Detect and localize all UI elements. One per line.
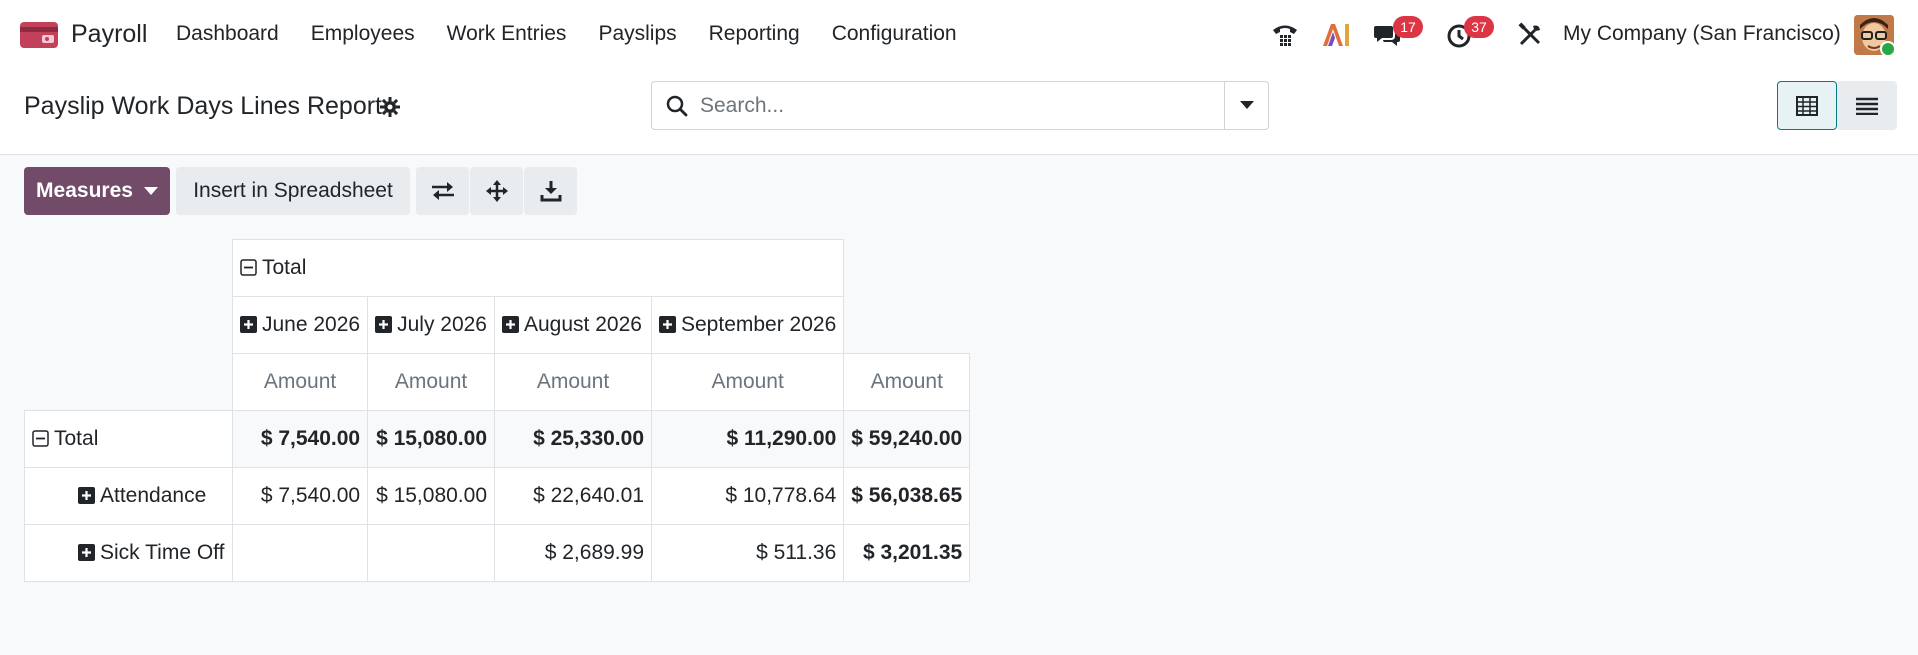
pivot-cell-row-total[interactable]: $ 56,038.65 (843, 467, 971, 525)
top-navbar: Payroll Dashboard Employees Work Entries… (0, 0, 1918, 70)
pivot-corner (25, 240, 233, 297)
pivot-col-header-august[interactable]: August 2026 (494, 296, 652, 354)
month-label: July 2026 (397, 313, 487, 336)
insert-in-spreadsheet-button[interactable]: Insert in Spreadsheet (176, 167, 410, 215)
user-avatar[interactable] (1854, 15, 1894, 55)
menu-employees[interactable]: Employees (310, 22, 415, 45)
caret-down-icon (1239, 101, 1254, 109)
pivot-col-total-label: Total (262, 256, 307, 279)
pivot-cell[interactable]: $ 15,080.00 (367, 467, 495, 525)
menu-reporting[interactable]: Reporting (708, 22, 800, 45)
pivot-cell[interactable] (367, 524, 495, 582)
list-view-button[interactable] (1837, 81, 1897, 130)
page-title: Payslip Work Days Lines Report (24, 92, 383, 120)
pivot-cell-row-total[interactable]: $ 3,201.35 (843, 524, 971, 582)
row-label: Attendance (100, 484, 207, 507)
pivot-col-total-header[interactable]: Total (231, 239, 845, 297)
pivot-corner (25, 297, 233, 354)
pivot-cell[interactable]: $ 2,689.99 (494, 524, 652, 582)
table-row: Attendance $ 7,540.00 $ 15,080.00 $ 22,6… (24, 467, 971, 525)
pivot-col-header-june[interactable]: June 2026 (231, 296, 369, 354)
expand-all-button[interactable] (470, 167, 523, 215)
search-bar (651, 81, 1269, 130)
row-label: Total (54, 427, 99, 450)
row-label: Sick Time Off (100, 541, 225, 564)
pivot-cell-grand-total[interactable]: $ 59,240.00 (843, 410, 971, 468)
list-icon (1856, 97, 1878, 115)
pivot-cell[interactable]: $ 7,540.00 (231, 467, 369, 525)
month-label: September 2026 (681, 313, 837, 336)
collapse-icon (240, 259, 257, 276)
expand-icon (375, 316, 393, 333)
expand-icon (240, 316, 257, 333)
flip-axis-button[interactable] (416, 167, 469, 215)
download-button[interactable] (524, 167, 577, 215)
main-menu: Dashboard Employees Work Entries Payslip… (176, 22, 989, 46)
search-icon (666, 95, 688, 117)
company-switcher[interactable]: My Company (San Francisco) (1563, 22, 1841, 45)
measures-label: Measures (36, 179, 133, 202)
measure-header[interactable]: Amount (231, 353, 369, 411)
expand-icon (78, 544, 95, 561)
measure-header[interactable]: Amount (843, 353, 971, 411)
pivot-spacer (844, 240, 970, 297)
pivot-table: Total June 2026 July 2026 August 2026 Se… (24, 239, 971, 582)
search-input[interactable] (700, 90, 1200, 122)
pivot-cell[interactable]: $ 15,080.00 (367, 410, 495, 468)
pivot-cell[interactable]: $ 25,330.00 (494, 410, 652, 468)
pivot-cell[interactable]: $ 511.36 (650, 524, 845, 582)
caret-down-icon (143, 187, 158, 195)
pivot-spacer (844, 297, 970, 354)
pivot-col-header-september[interactable]: September 2026 (650, 296, 845, 354)
month-label: June 2026 (262, 313, 361, 336)
menu-work-entries[interactable]: Work Entries (446, 22, 567, 45)
menu-payslips[interactable]: Payslips (598, 22, 677, 45)
exchange-icon (431, 182, 454, 200)
search-options-toggle[interactable] (1224, 82, 1268, 129)
pivot-cell[interactable] (231, 524, 369, 582)
collapse-icon (32, 430, 49, 447)
expand-icon (659, 316, 676, 333)
pivot-cell[interactable]: $ 22,640.01 (494, 467, 652, 525)
expand-icon (78, 487, 95, 504)
measure-header[interactable]: Amount (494, 353, 652, 411)
table-row: Total $ 7,540.00 $ 15,080.00 $ 25,330.00… (24, 410, 971, 468)
tools-icon[interactable] (1515, 20, 1545, 50)
ai-icon[interactable] (1321, 20, 1351, 50)
pivot-col-header-july[interactable]: July 2026 (367, 296, 495, 354)
pivot-row-header-total[interactable]: Total (24, 410, 233, 468)
online-status-dot (1880, 41, 1894, 55)
pivot-cell[interactable]: $ 7,540.00 (231, 410, 369, 468)
arrows-move-icon (485, 180, 508, 202)
insert-label: Insert in Spreadsheet (193, 179, 393, 202)
pivot-cell[interactable]: $ 11,290.00 (650, 410, 845, 468)
menu-dashboard[interactable]: Dashboard (176, 22, 279, 45)
gear-icon[interactable] (380, 97, 400, 117)
expand-icon (502, 316, 519, 333)
month-label: August 2026 (524, 313, 642, 336)
phone-icon[interactable] (1270, 20, 1300, 50)
download-icon (540, 181, 561, 202)
activities-count-badge: 37 (1464, 16, 1494, 38)
measures-button[interactable]: Measures (24, 167, 170, 215)
menu-configuration[interactable]: Configuration (831, 22, 957, 45)
pivot-row-header-attendance[interactable]: Attendance (24, 467, 233, 525)
payroll-app-icon[interactable] (20, 22, 58, 48)
pivot-row-header-sick-time-off[interactable]: Sick Time Off (24, 524, 233, 582)
pivot-view-button[interactable] (1777, 81, 1837, 130)
measure-header[interactable]: Amount (367, 353, 495, 411)
pivot-table-icon (1796, 95, 1818, 116)
control-panel: Payslip Work Days Lines Report (0, 70, 1918, 155)
messages-count-badge: 17 (1393, 16, 1423, 38)
app-name[interactable]: Payroll (71, 20, 148, 48)
pivot-corner (25, 354, 233, 411)
measure-header[interactable]: Amount (650, 353, 845, 411)
pivot-cell[interactable]: $ 10,778.64 (650, 467, 845, 525)
table-row: Sick Time Off $ 2,689.99 $ 511.36 $ 3,20… (24, 524, 971, 582)
